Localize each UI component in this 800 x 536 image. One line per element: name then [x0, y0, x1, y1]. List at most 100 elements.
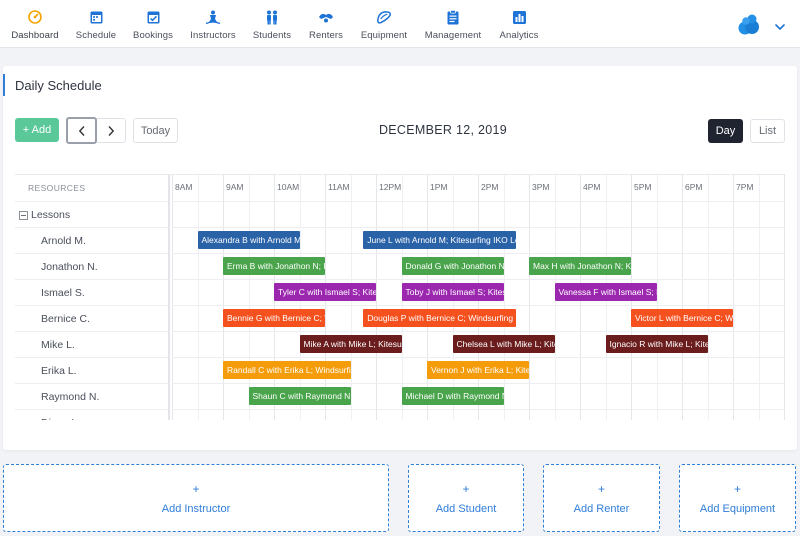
grid-line — [503, 175, 505, 420]
resource-name: Ismael S. — [41, 287, 85, 299]
grid-line — [656, 175, 658, 420]
dashboard-icon — [27, 9, 43, 25]
nav-item-renters[interactable]: Renters — [306, 0, 346, 48]
grid-line — [784, 175, 785, 420]
nav-item-students[interactable]: Students — [250, 0, 294, 48]
schedule-event[interactable]: Mike A with Mike L; Kitesurfing — [299, 335, 402, 353]
hour-label: 11AM — [328, 182, 350, 192]
schedule-event[interactable]: Erma B with Jonathon N; Kitesurfing — [223, 257, 325, 275]
schedule-event[interactable]: Chelsea L with Mike L; Kitesurfing — [452, 335, 555, 353]
hour-label: 5PM — [634, 182, 652, 192]
add-equipment-card[interactable]: + Add Equipment — [679, 464, 796, 532]
chevron-left-icon — [78, 125, 85, 136]
add-button[interactable]: + Add — [15, 118, 59, 142]
plus-icon: + — [733, 482, 741, 496]
resource-name: Mike L. — [41, 339, 75, 351]
panel-accent-bar — [3, 74, 5, 96]
nav-item-schedule[interactable]: Schedule — [74, 0, 118, 48]
grid-line — [376, 175, 377, 420]
schedule-event[interactable]: Douglas P with Bernice C; Windsurfing — [363, 309, 517, 327]
plus-icon: + — [192, 482, 200, 496]
grid-line — [172, 409, 785, 410]
nav-item-management[interactable]: Management — [424, 0, 482, 48]
resource-row: Raymond N. — [15, 383, 168, 409]
grid-line — [197, 175, 199, 420]
schedule-event[interactable]: Donald G with Jonathon N; Kitesurfing — [401, 257, 504, 275]
add-instructor-card[interactable]: + Add Instructor — [3, 464, 389, 532]
user-avatar-icon[interactable] — [737, 13, 761, 37]
nav-item-equipment[interactable]: Equipment — [358, 0, 410, 48]
list-view-button[interactable]: List — [750, 119, 785, 143]
card-label: Add Renter — [573, 503, 630, 515]
nav-item-instructors[interactable]: Instructors — [188, 0, 238, 48]
day-view-button[interactable]: Day — [708, 119, 743, 143]
schedule-event[interactable]: Max H with Jonathon N; Kitesurfing — [529, 257, 631, 275]
next-day-button[interactable] — [97, 118, 126, 143]
hour-label: 12PM — [379, 182, 402, 192]
instructor-icon — [205, 9, 221, 25]
schedule-event[interactable]: Vernon J with Erika L; Kitesurfing — [427, 361, 529, 379]
current-date-title: DECEMBER 12, 2019 — [378, 123, 508, 137]
card-label: Add Student — [435, 503, 497, 515]
daily-schedule-panel: Daily Schedule + Add Today DECEMBER 12, … — [3, 66, 797, 450]
schedule-event[interactable]: Michael D with Raymond N; Kitesurfing — [401, 387, 504, 405]
resource-row: Ismael S. — [15, 279, 168, 305]
grid-line — [172, 253, 785, 254]
schedule-event[interactable]: Shaun C with Raymond N; Kitesurfing — [248, 387, 351, 405]
plus-icon: + — [462, 482, 470, 496]
nav-label: Instructors — [190, 30, 236, 41]
schedule-event[interactable]: Vanessa F with Ismael S; Kitesurfing — [554, 283, 657, 301]
schedule-event[interactable]: Tyler C with Ismael S; Kitesurfing — [274, 283, 376, 301]
grid-line — [172, 279, 785, 280]
resource-row: Diana L. — [15, 409, 168, 420]
today-button[interactable]: Today — [133, 118, 178, 143]
resource-row: Jonathon N. — [15, 253, 168, 279]
grid-line — [172, 201, 785, 202]
nav-label: Dashboard — [11, 30, 59, 41]
schedule-event[interactable]: Victor L with Bernice C; Windsurfing — [631, 309, 733, 327]
grid-line — [707, 175, 709, 420]
schedule-event[interactable]: Toby J with Ismael S; Kitesurfing — [401, 283, 504, 301]
grid-line — [248, 175, 250, 420]
grid-line — [733, 175, 734, 420]
card-label: Add Instructor — [161, 503, 231, 515]
resource-name: Erika L. — [41, 365, 77, 377]
grid-line — [172, 383, 785, 384]
nav-item-analytics[interactable]: Analytics — [497, 0, 541, 48]
hour-label: 4PM — [583, 182, 601, 192]
grid-line — [758, 175, 760, 420]
add-student-card[interactable]: + Add Student — [408, 464, 524, 532]
time-grid: 8AM 9AM 10AM 11AM 12PM 1PM 2PM 3PM 4PM 5PM 6PM 7PM A… — [172, 175, 785, 420]
schedule-timeline: RESOURCES Lessons Arnold M. Jonathon N. Ism… — [15, 174, 785, 420]
add-renter-card[interactable]: + Add Renter — [543, 464, 660, 532]
resource-row: Mike L. — [15, 331, 168, 357]
plus-icon: + — [597, 482, 605, 496]
nav-item-bookings[interactable]: Bookings — [130, 0, 176, 48]
panel-title: Daily Schedule — [15, 78, 102, 93]
chevron-down-icon[interactable] — [774, 19, 786, 31]
hour-label: 6PM — [685, 182, 703, 192]
schedule-event[interactable]: Bennie G with Bernice C; Windsurfing — [223, 309, 325, 327]
nav-label: Renters — [309, 30, 343, 41]
calendar-check-icon — [145, 9, 161, 25]
clipboard-icon — [445, 9, 461, 25]
nav-label: Schedule — [75, 30, 117, 41]
equipment-icon — [376, 9, 392, 25]
resource-name: Bernice C. — [41, 313, 91, 325]
resource-group-lessons[interactable]: Lessons — [15, 201, 168, 227]
resource-row: Arnold M. — [15, 227, 168, 253]
nav-label: Management — [424, 30, 482, 41]
schedule-event[interactable]: June L with Arnold M; Kitesurfing IKO Le… — [363, 231, 517, 249]
resource-group-label: Lessons — [31, 209, 71, 221]
schedule-event[interactable]: Ignacio R with Mike L; Kitesurfing — [605, 335, 708, 353]
hour-label: 8AM — [175, 182, 193, 192]
resource-row: Erika L. — [15, 357, 168, 383]
schedule-event[interactable]: Alexandra B with Arnold M; Kitesurfing — [197, 231, 300, 249]
renters-icon — [318, 9, 334, 25]
top-navigation: Dashboard Schedule Bookings Instructors … — [0, 0, 800, 48]
schedule-event[interactable]: Randall C with Erika L; Windsurfing — [223, 361, 351, 379]
resource-name: Raymond N. — [41, 391, 100, 403]
nav-item-dashboard[interactable]: Dashboard — [10, 0, 60, 48]
collapse-icon[interactable] — [19, 211, 28, 220]
previous-day-button[interactable] — [66, 117, 97, 144]
